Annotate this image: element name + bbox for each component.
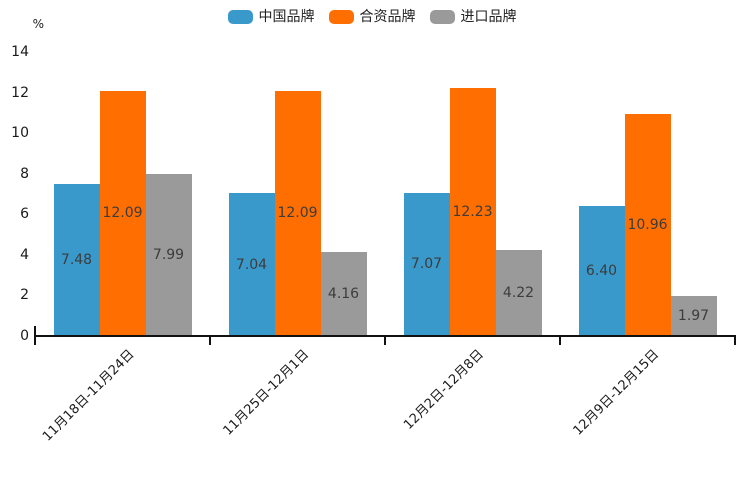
y-tick-label: 12 (11, 84, 29, 101)
y-tick-label: 14 (11, 44, 29, 60)
bar-value-label: 1.97 (677, 308, 710, 324)
legend-item-series-0[interactable]: 中国品牌 (227, 7, 315, 27)
x-axis-tick (384, 335, 386, 345)
bar-value-label: 7.48 (60, 252, 93, 269)
bar-value-label: 7.07 (410, 256, 443, 273)
bar-合资品牌-group-0[interactable]: 12.09 (99, 90, 146, 336)
y-axis-unit-label: % (32, 17, 44, 31)
y-tick-label: 8 (20, 165, 29, 182)
bar-value-label: 4.16 (327, 285, 360, 302)
legend-item-series-1[interactable]: 合资品牌 (328, 7, 416, 27)
bar-中国品牌-group-2[interactable]: 7.07 (403, 192, 450, 336)
x-axis-category-label: 11月18日-11月24日 (39, 347, 138, 445)
x-axis-tick (209, 335, 211, 345)
legend: 中国品牌 合资品牌 进口品牌 (0, 7, 744, 27)
legend-swatch-icon (328, 10, 354, 24)
y-tick-label: 0 (20, 328, 29, 344)
legend-swatch-icon (429, 10, 455, 24)
legend-item-label: 中国品牌 (258, 9, 315, 25)
bar-value-label: 7.04 (235, 256, 268, 273)
y-tick-label: 6 (20, 206, 29, 223)
x-axis-tick (734, 335, 736, 345)
bar-合资品牌-group-3[interactable]: 10.96 (624, 113, 671, 336)
x-axis-tick (559, 335, 561, 345)
x-axis-category-label: 11月25日-12月1日 (220, 347, 313, 439)
bar-合资品牌-group-1[interactable]: 12.09 (274, 90, 321, 336)
legend-item-series-2[interactable]: 进口品牌 (429, 7, 517, 27)
y-tick-label: 4 (20, 246, 29, 263)
x-axis-category-label: 12月9日-12月15日 (570, 347, 663, 439)
bar-中国品牌-group-0[interactable]: 7.48 (53, 184, 100, 336)
bar-value-label: 12.09 (102, 205, 143, 222)
bar-中国品牌-group-3[interactable]: 6.40 (578, 206, 625, 336)
bar-value-label: 12.09 (277, 205, 318, 222)
bar-进口品牌-group-1[interactable]: 4.16 (320, 251, 367, 336)
legend-item-label: 合资品牌 (359, 9, 416, 25)
x-axis-category-label: 12月2日-12月8日 (401, 347, 488, 433)
x-axis-tick (34, 326, 36, 345)
bar-value-label: 10.96 (627, 216, 668, 233)
bar-value-label: 12.23 (452, 203, 493, 220)
bar-value-label: 6.40 (585, 263, 618, 280)
bar-进口品牌-group-2[interactable]: 4.22 (495, 250, 542, 336)
y-tick-label: 10 (11, 125, 29, 142)
y-tick-label: 2 (20, 287, 29, 304)
bar-中国品牌-group-1[interactable]: 7.04 (228, 193, 275, 336)
bar-合资品牌-group-2[interactable]: 12.23 (449, 87, 496, 336)
bar-进口品牌-group-0[interactable]: 7.99 (145, 173, 192, 336)
bar-value-label: 7.99 (152, 246, 185, 263)
bar-进口品牌-group-3[interactable]: 1.97 (670, 296, 717, 336)
bar-value-label: 4.22 (502, 285, 535, 302)
legend-swatch-icon (227, 10, 253, 24)
legend-item-label: 进口品牌 (460, 9, 517, 25)
